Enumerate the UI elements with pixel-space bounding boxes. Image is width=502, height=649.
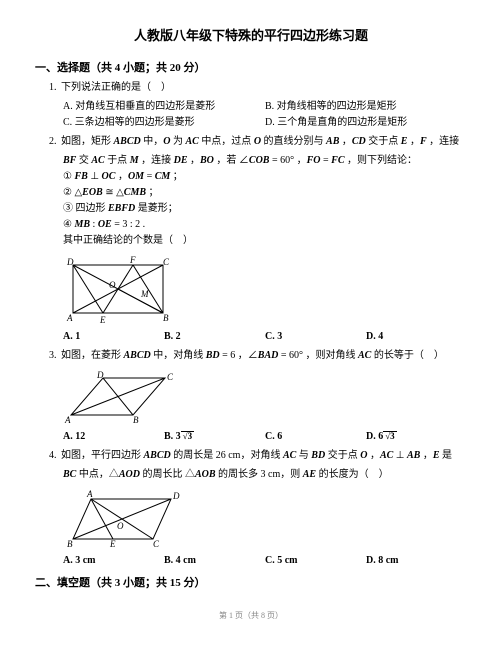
q2-num: 2.	[49, 136, 57, 147]
q2-l1: 如图，矩形 ABCD 中，O 为 AC 中点，过点 O 的直线分别与 AB ，C…	[61, 136, 459, 147]
q4-optD: D. 8 cm	[366, 555, 467, 566]
q2-c4: ④ MB : OE = 3 : 2 .	[63, 217, 467, 233]
q3-optB: B. 3√3	[164, 431, 265, 442]
q2-optB: B. 2	[164, 331, 265, 342]
q4: 4. 如图，平行四边形 ABCD 的周长是 26 cm，对角线 AC 与 BD …	[49, 448, 467, 464]
svg-text:M: M	[140, 289, 149, 299]
svg-text:A: A	[66, 313, 73, 323]
svg-text:E: E	[109, 539, 116, 549]
q3-answers: A. 12 B. 3√3 C. 6 D. 6√3	[63, 431, 467, 442]
page-title: 人教版八年级下特殊的平行四边形练习题	[35, 25, 467, 44]
q1-optC: C. 三条边相等的四边形是菱形	[63, 115, 265, 131]
q2-answers: A. 1 B. 2 C. 3 D. 4	[63, 331, 467, 342]
q2-optC: C. 3	[265, 331, 366, 342]
svg-text:A: A	[64, 415, 71, 425]
q2-c2: ② △EOB ≅ △CMB ；	[63, 185, 467, 201]
q2-c1: ① FB ⊥ OC ，OM = CM ；	[63, 169, 467, 185]
q2: 2. 如图，矩形 ABCD 中，O 为 AC 中点，过点 O 的直线分别与 AB…	[49, 134, 467, 150]
q3-optD: D. 6√3	[366, 431, 467, 442]
svg-text:B: B	[133, 415, 139, 425]
q1-optA: A. 对角线互相垂直的四边形是菱形	[63, 99, 265, 115]
svg-text:D: D	[96, 370, 104, 380]
svg-text:O: O	[117, 521, 124, 531]
svg-text:B: B	[163, 313, 169, 323]
q4-num: 4.	[49, 450, 57, 461]
svg-text:E: E	[99, 315, 106, 325]
q2-figure: A B C D E F O M	[63, 255, 467, 325]
svg-text:O: O	[109, 280, 116, 290]
q2-l2: BF 交 AC 于点 M ，连接 DE ，BO ，若 ∠COB = 60° ，F…	[63, 153, 467, 169]
q4-l1: 如图，平行四边形 ABCD 的周长是 26 cm，对角线 AC 与 BD 交于点…	[61, 450, 452, 461]
q2-c3: ③ 四边形 EBFD 是菱形；	[63, 201, 467, 217]
section2-header: 二、填空题（共 3 小题；共 15 分）	[35, 574, 467, 590]
svg-text:F: F	[129, 255, 136, 265]
q1: 1. 下列说法正确的是（ ）	[49, 80, 467, 96]
svg-text:C: C	[163, 257, 170, 267]
q2-svg: A B C D E F O M	[63, 255, 173, 325]
q1-num: 1.	[49, 82, 57, 93]
q4-optB: B. 4 cm	[164, 555, 265, 566]
svg-text:D: D	[172, 491, 180, 501]
q3-figure: A B C D	[63, 370, 467, 425]
q4-answers: A. 3 cm B. 4 cm C. 5 cm D. 8 cm	[63, 555, 467, 566]
svg-text:C: C	[167, 372, 173, 382]
q3-optC: C. 6	[265, 431, 366, 442]
svg-text:B: B	[67, 539, 73, 549]
page-footer: 第 1 页（共 8 页）	[35, 610, 467, 621]
svg-text:D: D	[66, 257, 74, 267]
q4-svg: A B C D OE	[63, 489, 183, 549]
q1-optD: D. 三个角是直角的四边形是矩形	[265, 115, 467, 131]
q4-optA: A. 3 cm	[63, 555, 164, 566]
svg-text:C: C	[153, 539, 160, 549]
q4-figure: A B C D OE	[63, 489, 467, 549]
q3-svg: A B C D	[63, 370, 173, 425]
q3: 3. 如图，在菱形 ABCD 中，对角线 BD = 6 ，∠BAD = 60° …	[49, 348, 467, 364]
q3-optA: A. 12	[63, 431, 164, 442]
q2-optA: A. 1	[63, 331, 164, 342]
q2-tail: 其中正确结论的个数是（ ）	[63, 233, 467, 249]
svg-text:A: A	[86, 489, 93, 499]
q2-optD: D. 4	[366, 331, 467, 342]
q3-num: 3.	[49, 350, 57, 361]
q4-l2: BC 中点，△AOD 的周长比 △AOB 的周长多 3 cm，则 AE 的长度为…	[63, 467, 467, 483]
q1-stem: 下列说法正确的是（ ）	[61, 82, 171, 93]
q1-options: A. 对角线互相垂直的四边形是菱形 B. 对角线相等的四边形是矩形 C. 三条边…	[63, 99, 467, 131]
section1-header: 一、选择题（共 4 小题；共 20 分）	[35, 59, 467, 75]
q3-stem: 如图，在菱形 ABCD 中，对角线 BD = 6 ，∠BAD = 60° ，则对…	[61, 350, 444, 361]
q4-optC: C. 5 cm	[265, 555, 366, 566]
q1-optB: B. 对角线相等的四边形是矩形	[265, 99, 467, 115]
